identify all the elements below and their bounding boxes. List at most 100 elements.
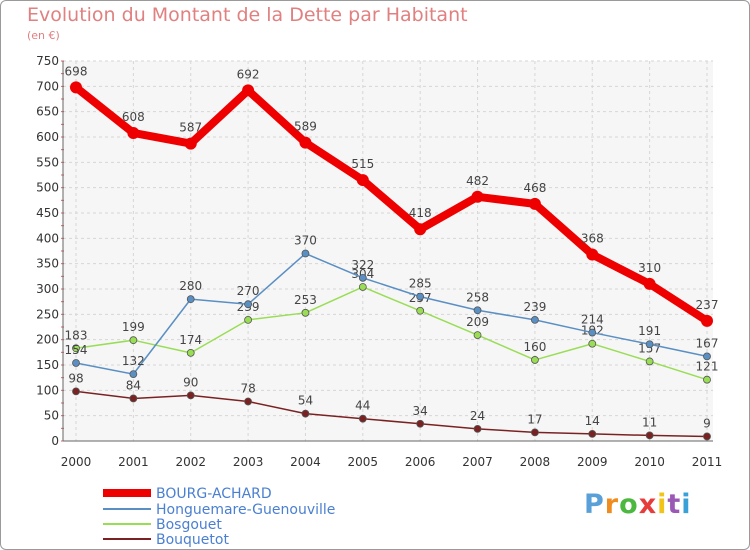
x-tick-label: 2006	[405, 455, 436, 469]
data-point	[531, 428, 539, 437]
data-label: 121	[696, 360, 719, 374]
data-label: 183	[65, 328, 88, 342]
data-label: 589	[294, 120, 317, 134]
data-label: 370	[294, 234, 317, 248]
x-tick-label: 2008	[520, 455, 551, 469]
data-label: 154	[65, 343, 88, 357]
data-point	[703, 432, 711, 441]
x-tick-label: 2007	[462, 455, 493, 469]
data-point	[186, 348, 195, 357]
data-label: 98	[68, 371, 83, 385]
data-label: 214	[581, 313, 604, 327]
y-tick-label: 400	[36, 231, 59, 245]
data-label: 239	[523, 300, 546, 314]
data-label: 14	[585, 414, 600, 428]
y-tick-label: 300	[36, 282, 59, 296]
logo-letter: i	[681, 489, 692, 520]
legend-label: Bosgouet	[156, 517, 222, 533]
y-tick-label: 250	[36, 307, 59, 321]
chart-title: Evolution du Montant de la Dette par Hab…	[27, 4, 468, 26]
data-label: 84	[126, 378, 141, 392]
data-point	[645, 431, 654, 440]
data-point	[299, 136, 312, 149]
data-point	[356, 174, 369, 187]
data-label: 54	[298, 394, 313, 408]
data-point	[70, 81, 82, 94]
data-label: 253	[294, 293, 317, 307]
data-point	[703, 352, 711, 361]
data-point	[72, 359, 80, 367]
x-tick-label: 2011	[692, 455, 723, 469]
data-point	[129, 370, 138, 379]
proxiti-logo: Proxiti	[584, 489, 692, 520]
data-label: 78	[240, 381, 255, 395]
data-point	[586, 248, 599, 261]
logo-letter: P	[584, 489, 605, 520]
data-point	[703, 375, 711, 384]
y-tick-label: 0	[51, 434, 59, 448]
data-label: 44	[355, 399, 370, 413]
data-point	[72, 344, 80, 353]
data-label: 167	[696, 336, 719, 350]
data-point	[588, 430, 597, 438]
data-point	[473, 306, 482, 315]
x-tick-label: 2010	[634, 455, 665, 469]
series-line-bouquetot	[75, 390, 708, 438]
data-point	[471, 190, 484, 203]
y-tick-label: 50	[44, 409, 59, 423]
data-label: 285	[409, 277, 432, 291]
data-label: 199	[122, 320, 145, 334]
data-point	[242, 84, 255, 97]
data-label: 11	[642, 415, 657, 429]
data-point	[358, 414, 367, 423]
x-tick-label: 2000	[61, 455, 92, 469]
data-point	[244, 316, 252, 324]
data-point	[414, 223, 427, 236]
logo-letter: t	[667, 489, 682, 520]
legend-label: Bouquetot	[156, 532, 229, 548]
data-point	[358, 273, 367, 282]
data-point	[416, 292, 425, 301]
y-tick-label: 750	[36, 54, 59, 68]
data-point	[127, 126, 140, 139]
data-point	[186, 391, 195, 400]
data-point	[244, 397, 252, 406]
logo-letter: r	[604, 489, 620, 520]
y-tick-label: 450	[36, 206, 59, 220]
data-label: 587	[179, 121, 202, 135]
data-point	[129, 336, 138, 345]
chart-subtitle: (en €)	[27, 29, 60, 42]
x-tick-label: 2002	[175, 455, 206, 469]
data-label: 692	[237, 67, 260, 81]
x-tick-label: 2005	[348, 455, 379, 469]
data-label: 17	[527, 412, 542, 426]
data-label: 515	[351, 157, 374, 171]
data-label: 191	[638, 324, 661, 338]
logo-letter: x	[638, 489, 658, 520]
y-tick-label: 650	[36, 105, 59, 119]
data-point	[301, 308, 310, 317]
x-tick-label: 2004	[290, 455, 321, 469]
data-label: 322	[351, 258, 374, 272]
y-tick-label: 600	[36, 130, 59, 144]
data-label: 174	[179, 333, 202, 347]
data-point	[588, 328, 597, 337]
legend-label: BOURG-ACHARD	[156, 486, 272, 502]
y-tick-label: 100	[36, 383, 59, 397]
series-line-honguemare-guenouville	[75, 252, 708, 375]
x-tick-label: 2001	[118, 455, 149, 469]
series-line-bosgouet	[75, 286, 708, 381]
data-label: 160	[523, 340, 546, 354]
legend-label: Honguemare-Guenouville	[156, 502, 335, 518]
data-label: 310	[638, 261, 661, 275]
y-tick-label: 500	[36, 181, 59, 195]
data-label: 34	[413, 404, 428, 418]
logo-letter: i	[657, 489, 668, 520]
data-point	[72, 387, 80, 396]
data-point	[588, 339, 597, 348]
logo-letter: o	[619, 489, 639, 520]
data-point	[531, 316, 539, 324]
data-point	[643, 277, 656, 290]
data-label: 280	[179, 279, 202, 293]
